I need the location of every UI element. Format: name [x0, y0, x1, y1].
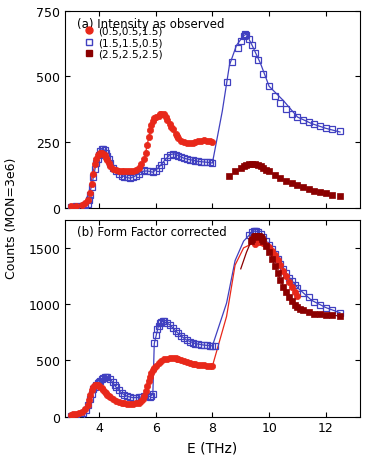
- Text: Counts (MON=3e6): Counts (MON=3e6): [4, 157, 18, 278]
- X-axis label: E (THz): E (THz): [187, 440, 237, 454]
- Legend: (0.5,0.5,1.5), (1.5,1.5,0.5), (2.5,2.5,2.5): (0.5,0.5,1.5), (1.5,1.5,0.5), (2.5,2.5,2…: [82, 25, 165, 62]
- Text: (b) Form Factor corrected: (b) Form Factor corrected: [77, 226, 226, 239]
- Text: (a) Intensity as observed: (a) Intensity as observed: [77, 18, 224, 31]
